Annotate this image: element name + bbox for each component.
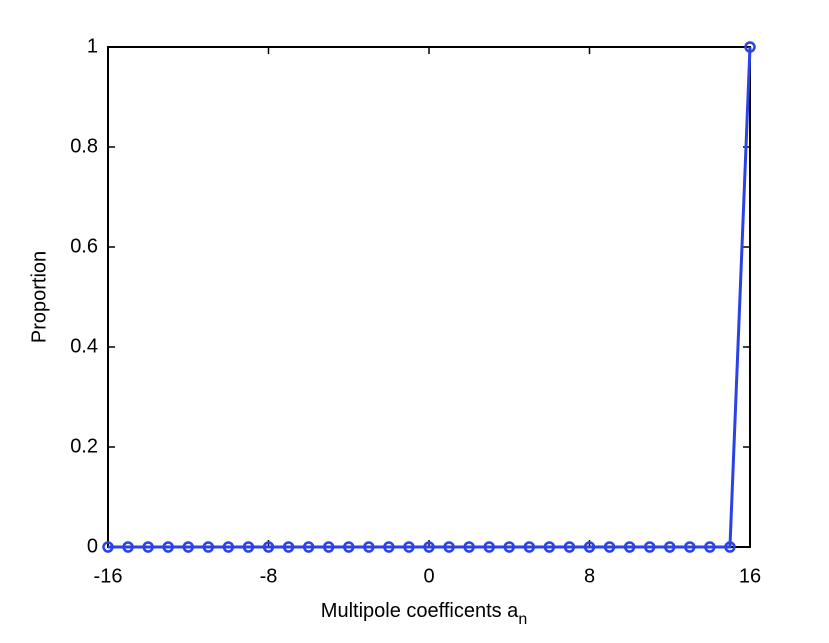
marker xyxy=(282,541,295,553)
x-tick-label: 16 xyxy=(739,565,761,587)
marker xyxy=(724,541,736,553)
x-axis-label-subscript: n xyxy=(518,611,527,628)
marker xyxy=(182,541,194,553)
marker xyxy=(643,541,656,553)
marker xyxy=(142,541,154,553)
y-tick-label: 0.8 xyxy=(70,135,98,157)
marker xyxy=(603,541,616,553)
x-tick-label: 8 xyxy=(584,565,595,587)
marker xyxy=(684,541,696,553)
marker xyxy=(623,541,636,553)
marker xyxy=(102,541,114,553)
marker xyxy=(162,541,174,553)
marker xyxy=(744,41,756,53)
x-tick-label: -16 xyxy=(94,565,123,587)
marker xyxy=(202,541,215,553)
marker xyxy=(423,541,435,553)
y-tick-label: 0 xyxy=(87,535,98,557)
y-tick-label: 0.2 xyxy=(70,435,98,457)
marker xyxy=(483,541,495,553)
marker xyxy=(543,541,556,553)
plot-frame xyxy=(107,46,751,548)
marker xyxy=(583,541,596,553)
y-tick-label: 0.6 xyxy=(70,235,98,257)
x-tick-label: 0 xyxy=(423,565,434,587)
marker xyxy=(563,541,576,553)
y-axis-label: Proportion xyxy=(28,251,50,343)
marker xyxy=(443,541,455,553)
marker xyxy=(704,541,716,553)
marker xyxy=(664,541,676,553)
marker xyxy=(403,541,415,553)
marker xyxy=(343,541,355,553)
marker xyxy=(383,541,395,553)
marker xyxy=(322,541,335,553)
marker xyxy=(122,541,134,553)
marker xyxy=(222,541,235,553)
line xyxy=(108,46,752,549)
marker xyxy=(463,541,475,553)
x-axis-label: Multipole coefficents an xyxy=(321,600,527,628)
marker xyxy=(302,541,315,553)
marker xyxy=(503,541,515,553)
marker xyxy=(523,541,536,553)
marker xyxy=(262,541,275,553)
marker xyxy=(242,541,255,553)
x-tick-label: -8 xyxy=(260,565,278,587)
x-axis-label-main: Multipole coefficents a xyxy=(321,600,519,622)
y-tick-label: 0.4 xyxy=(70,335,98,357)
y-tick-label: 1 xyxy=(87,35,98,57)
marker xyxy=(363,541,375,553)
